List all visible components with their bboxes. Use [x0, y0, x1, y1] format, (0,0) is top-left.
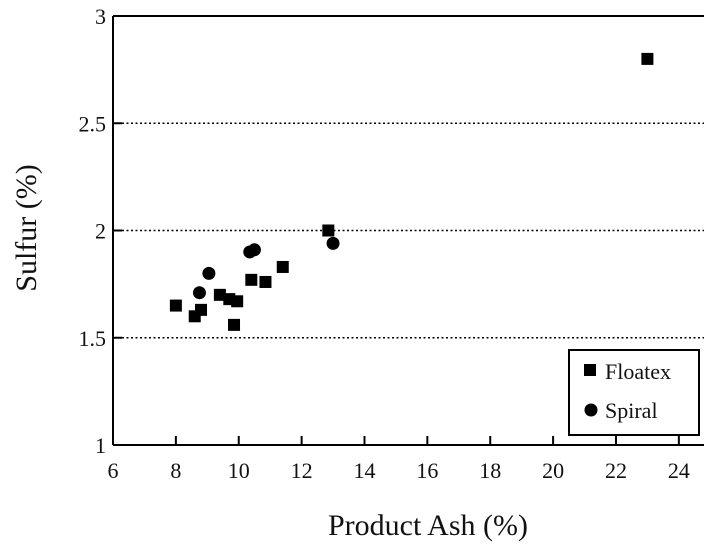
data-points — [169, 52, 654, 331]
x-tick-label-14: 14 — [353, 458, 375, 483]
x-axis-title: Product Ash (%) — [328, 509, 528, 542]
spiral-point-3 — [247, 243, 261, 257]
x-tick-label-18: 18 — [479, 458, 501, 483]
legend-floatex-label: Floatex — [605, 359, 671, 384]
floatex-point-0 — [169, 299, 182, 312]
floatex-point-11 — [641, 52, 654, 65]
legend: Floatex Spiral — [568, 349, 700, 436]
floatex-point-5 — [228, 318, 241, 331]
legend-floatex-marker — [584, 364, 596, 376]
y-tick-label-2.5: 2.5 — [79, 111, 107, 136]
y-tick-label-2: 2 — [95, 219, 106, 244]
floatex-point-6 — [231, 295, 244, 308]
floatex-point-9 — [276, 260, 289, 273]
floatex-point-10 — [322, 224, 335, 237]
grid-lines — [113, 122, 704, 339]
x-tick-label-16: 16 — [416, 458, 438, 483]
floatex-point-2 — [195, 303, 208, 316]
x-tick-label-20: 20 — [542, 458, 564, 483]
legend-spiral-marker — [584, 403, 598, 417]
x-tick-label-6: 6 — [108, 458, 119, 483]
x-tick-label-12: 12 — [291, 458, 313, 483]
x-tick-label-10: 10 — [228, 458, 250, 483]
floatex-point-3 — [213, 288, 226, 301]
x-tick-label-22: 22 — [605, 458, 627, 483]
y-axis-title: Sulfur (%) — [10, 164, 43, 291]
legend-spiral-label: Spiral — [605, 398, 658, 423]
y-tick-label-1: 1 — [95, 433, 106, 458]
ticks: 6 8 10 12 14 16 18 20 22 24 1 1.5 2 2.5 3 — [79, 4, 690, 483]
x-tick-label-8: 8 — [170, 458, 181, 483]
y-tick-label-3: 3 — [95, 4, 106, 29]
x-tick-label-24: 24 — [668, 458, 690, 483]
y-tick-label-1.5: 1.5 — [79, 326, 107, 351]
floatex-point-8 — [259, 275, 272, 288]
floatex-point-7 — [245, 273, 258, 286]
spiral-point-1 — [202, 266, 216, 280]
spiral-point-0 — [192, 286, 206, 300]
spiral-point-4 — [326, 236, 340, 250]
